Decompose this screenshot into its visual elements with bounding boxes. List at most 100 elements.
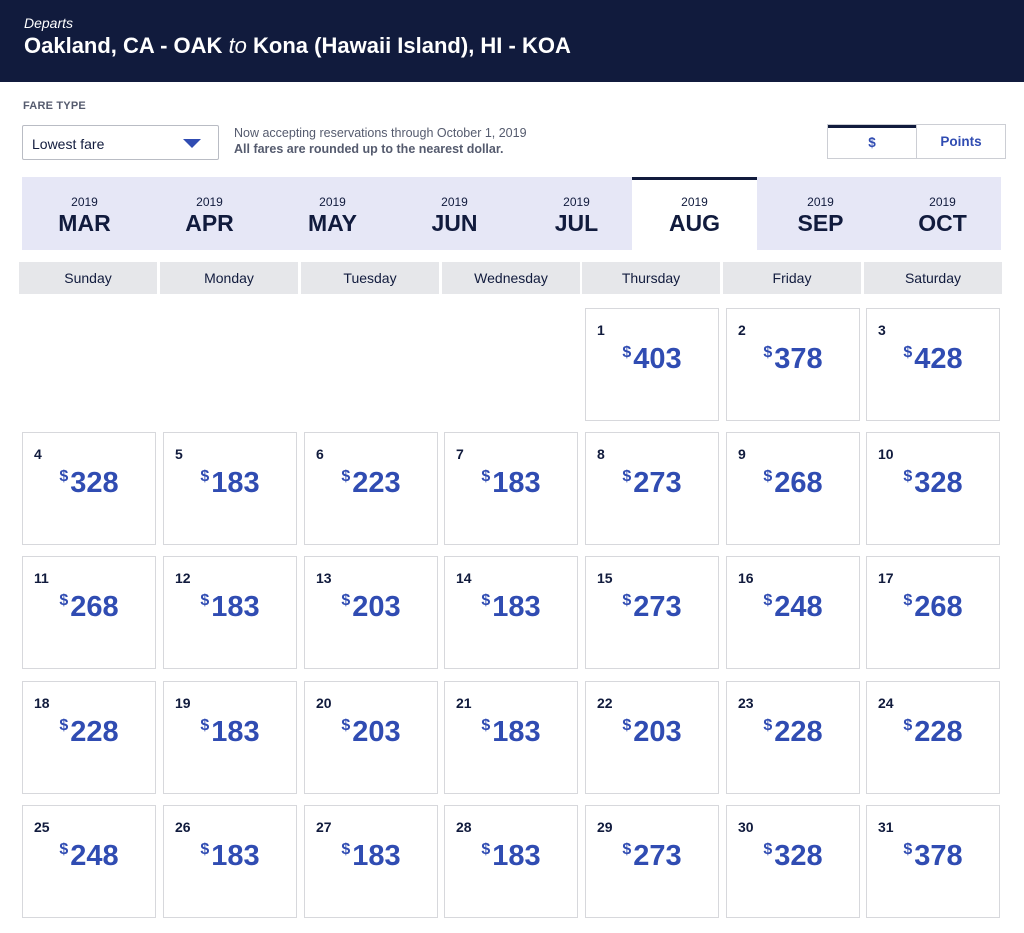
toggle-dollars[interactable]: $ <box>828 125 916 158</box>
currency-symbol: $ <box>59 717 69 734</box>
fare-price: $273 <box>586 840 718 873</box>
calendar-day-cell[interactable]: 27 $183 <box>304 805 438 918</box>
fare-price: $268 <box>727 467 859 500</box>
route-title: Oakland, CA - OAK to Kona (Hawaii Island… <box>24 33 571 59</box>
calendar-day-cell[interactable]: 16 $248 <box>726 556 860 669</box>
calendar-day-cell[interactable]: 10 $328 <box>866 432 1000 545</box>
calendar-day-cell[interactable]: 22 $203 <box>585 681 719 794</box>
month-year: 2019 <box>441 195 468 209</box>
calendar-day-cell[interactable]: 11 $268 <box>22 556 156 669</box>
page-header: Departs Oakland, CA - OAK to Kona (Hawai… <box>0 0 1024 82</box>
calendar-day-cell[interactable]: 29 $273 <box>585 805 719 918</box>
fare-amount: 248 <box>774 591 823 623</box>
currency-symbol: $ <box>200 592 210 609</box>
fare-price: $203 <box>305 716 437 749</box>
calendar-day-cell[interactable]: 30 $328 <box>726 805 860 918</box>
calendar-day-cell[interactable]: 20 $203 <box>304 681 438 794</box>
calendar-day-cell[interactable]: 31 $378 <box>866 805 1000 918</box>
day-number: 30 <box>738 819 754 835</box>
calendar-day-cell[interactable]: 24 $228 <box>866 681 1000 794</box>
currency-symbol: $ <box>481 468 491 485</box>
tab-month-aug[interactable]: 2019 AUG <box>632 177 757 250</box>
calendar-day-cell[interactable]: 2 $378 <box>726 308 860 421</box>
fare-price: $223 <box>305 467 437 500</box>
fare-price: $328 <box>727 840 859 873</box>
fare-price: $378 <box>867 840 999 873</box>
fare-amount: 403 <box>633 343 682 375</box>
fare-type-select[interactable]: Lowest fare <box>22 125 219 160</box>
calendar-day-cell[interactable]: 8 $273 <box>585 432 719 545</box>
day-number: 17 <box>878 570 894 586</box>
calendar-day-cell[interactable]: 6 $223 <box>304 432 438 545</box>
fare-amount: 183 <box>211 467 260 499</box>
toggle-points[interactable]: Points <box>916 125 1005 158</box>
fare-type-value: Lowest fare <box>32 136 105 152</box>
fare-price: $273 <box>586 591 718 624</box>
fare-amount: 268 <box>70 591 119 623</box>
day-number: 31 <box>878 819 894 835</box>
calendar-day-cell[interactable]: 19 $183 <box>163 681 297 794</box>
day-number: 10 <box>878 446 894 462</box>
currency-symbol: $ <box>622 717 632 734</box>
calendar-day-cell[interactable]: 15 $273 <box>585 556 719 669</box>
calendar-day-cell[interactable]: 28 $183 <box>444 805 578 918</box>
calendar-day-cell[interactable]: 23 $228 <box>726 681 860 794</box>
day-number: 19 <box>175 695 191 711</box>
day-number: 23 <box>738 695 754 711</box>
fare-price: $248 <box>23 840 155 873</box>
fare-amount: 183 <box>352 840 401 872</box>
fare-price: $183 <box>445 716 577 749</box>
day-number: 5 <box>175 446 183 462</box>
tab-month-jul[interactable]: 2019 JUL <box>514 177 639 250</box>
fare-amount: 328 <box>70 467 119 499</box>
currency-toggle: $ Points <box>827 124 1006 159</box>
fare-price: $183 <box>164 716 296 749</box>
day-number: 13 <box>316 570 332 586</box>
tab-month-apr[interactable]: 2019 APR <box>147 177 272 250</box>
day-number: 25 <box>34 819 50 835</box>
fare-price: $228 <box>867 716 999 749</box>
day-number: 14 <box>456 570 472 586</box>
fare-price: $183 <box>164 840 296 873</box>
route-connector: to <box>228 33 247 58</box>
calendar-day-cell[interactable]: 12 $183 <box>163 556 297 669</box>
day-number: 16 <box>738 570 754 586</box>
calendar-day-cell[interactable]: 25 $248 <box>22 805 156 918</box>
tab-month-sep[interactable]: 2019 SEP <box>758 177 883 250</box>
calendar-day-cell[interactable]: 18 $228 <box>22 681 156 794</box>
tab-month-mar[interactable]: 2019 MAR <box>22 177 147 250</box>
fare-amount: 203 <box>352 716 401 748</box>
calendar-day-cell[interactable]: 4 $328 <box>22 432 156 545</box>
calendar-day-cell[interactable]: 21 $183 <box>444 681 578 794</box>
calendar-day-cell[interactable]: 13 $203 <box>304 556 438 669</box>
calendar-day-cell[interactable]: 14 $183 <box>444 556 578 669</box>
tab-month-may[interactable]: 2019 MAY <box>270 177 395 250</box>
fare-amount: 273 <box>633 840 682 872</box>
calendar-day-cell[interactable]: 26 $183 <box>163 805 297 918</box>
fare-amount: 183 <box>492 467 541 499</box>
day-number: 27 <box>316 819 332 835</box>
calendar-day-cell[interactable]: 17 $268 <box>866 556 1000 669</box>
fare-type-label: FARE TYPE <box>23 100 86 112</box>
weekday-wednesday: Wednesday <box>442 262 580 294</box>
fare-price: $228 <box>727 716 859 749</box>
fare-price: $428 <box>867 343 999 376</box>
fare-amount: 378 <box>774 343 823 375</box>
fare-amount: 248 <box>70 840 119 872</box>
fare-price: $228 <box>23 716 155 749</box>
fare-price: $183 <box>164 467 296 500</box>
calendar-day-cell[interactable]: 3 $428 <box>866 308 1000 421</box>
calendar-day-cell[interactable]: 1 $403 <box>585 308 719 421</box>
day-number: 21 <box>456 695 472 711</box>
fare-amount: 183 <box>211 716 260 748</box>
calendar-day-cell[interactable]: 5 $183 <box>163 432 297 545</box>
currency-symbol: $ <box>622 841 632 858</box>
calendar-day-cell[interactable]: 7 $183 <box>444 432 578 545</box>
month-year: 2019 <box>807 195 834 209</box>
tab-month-jun[interactable]: 2019 JUN <box>392 177 517 250</box>
calendar-day-cell[interactable]: 9 $268 <box>726 432 860 545</box>
tab-month-oct[interactable]: 2019 OCT <box>880 177 1005 250</box>
fare-amount: 183 <box>492 716 541 748</box>
fare-price: $183 <box>445 591 577 624</box>
month-name: APR <box>185 210 234 236</box>
